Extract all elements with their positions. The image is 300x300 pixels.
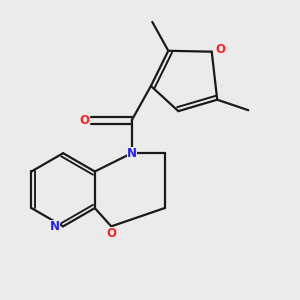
Text: O: O bbox=[106, 227, 116, 240]
Text: O: O bbox=[215, 43, 225, 56]
Text: N: N bbox=[50, 220, 60, 233]
Text: O: O bbox=[80, 114, 90, 127]
Text: N: N bbox=[127, 147, 137, 160]
